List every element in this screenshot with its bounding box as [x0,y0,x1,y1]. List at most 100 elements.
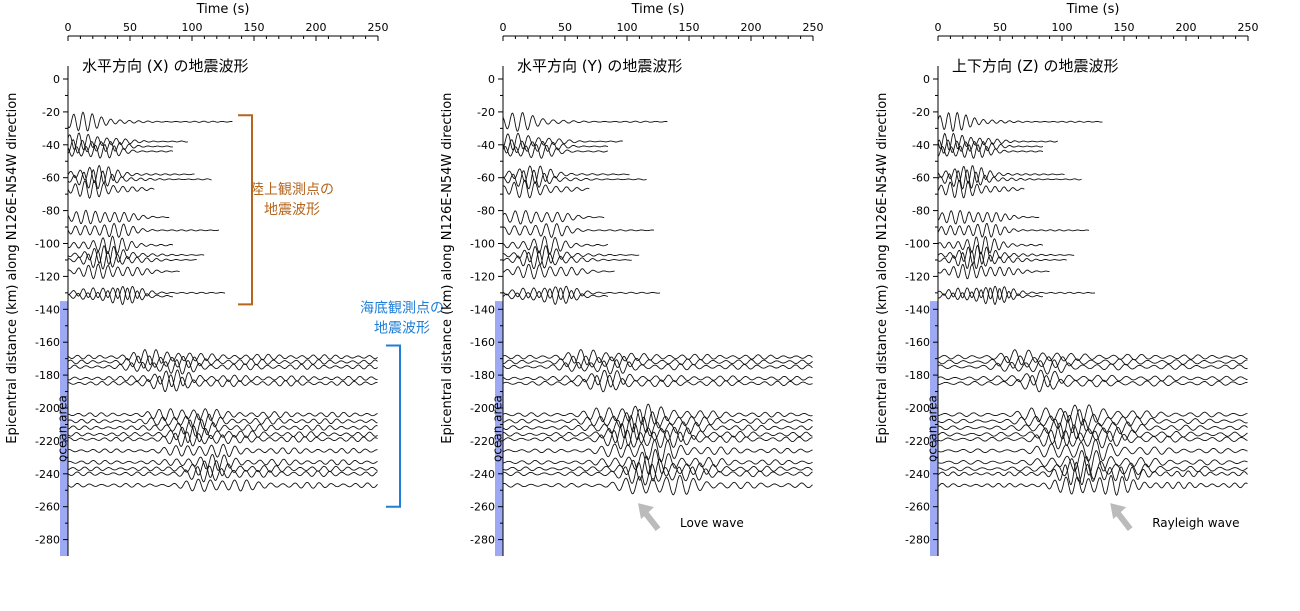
y-tick-label: -240 [905,468,930,481]
x-tick-label: 100 [1052,21,1073,34]
x-tick-label: 50 [123,21,137,34]
land-trace [67,285,226,301]
panel-title: 水平方向 (Y) の地震波形 [517,57,682,75]
land-trace [502,250,632,270]
ocean-trace [502,461,813,486]
wave-label: Rayleigh wave [1152,516,1239,530]
ocean-trace [938,455,1248,482]
land-trace [937,244,1075,266]
ocean-trace [67,453,378,472]
ocean-trace [937,429,1248,450]
ocean-trace [937,461,1248,486]
ocean-trace [502,455,813,482]
land-trace [502,179,590,199]
ocean-trace [937,359,1248,375]
ocean-trace [67,478,378,492]
bracket-line [386,344,401,508]
bracket-line [238,114,253,306]
land-trace [937,263,1050,280]
land-trace [68,287,173,306]
ocean-trace [67,369,378,388]
y-tick-label: -60 [42,172,60,185]
panel-3: ocean area 0 50 100 150 200 250 Time (s) 0 -20 -40… [875,2,1259,557]
y-tick-label: -120 [35,270,60,283]
land-trace [67,144,174,159]
y-tick-label: -20 [912,106,930,119]
y-tick-label: -160 [35,336,60,349]
y-tick-label: -100 [35,238,60,251]
x-tick-label: 50 [993,21,1007,34]
y-tick-label: -40 [477,139,495,152]
wave-arrow-head [1110,503,1127,520]
ocean-trace [502,403,813,425]
ocean-trace [67,374,378,392]
ocean-trace [502,448,813,476]
land-trace [937,235,1044,255]
group-label: 地震波形 [264,202,320,218]
land-trace [67,235,174,254]
land-trace [502,144,609,159]
x-tick-label: 0 [935,21,942,34]
y-tick-label: 0 [53,73,60,86]
y-tick-label: -20 [477,106,495,119]
x-axis-title: Time (s) [1066,2,1120,17]
land-trace [937,165,1065,184]
panel-title: 上下方向 (Z) の地震波形 [952,57,1119,75]
ocean-trace [67,359,378,375]
wave-annotation: Rayleigh wave [1110,503,1239,531]
y-tick-label: -120 [905,270,930,283]
land-trace [67,132,188,151]
land-trace [937,179,1025,199]
y-tick-label: -220 [35,435,60,448]
x-tick-label: 100 [182,21,203,34]
panel-title: 水平方向 (X) の地震波形 [82,57,249,75]
y-axis-title: Epicentral distance (km) along N126E-N54… [5,93,20,444]
y-tick-label: -60 [477,172,495,185]
x-tick-label: 200 [1176,21,1197,34]
y-tick-label: -220 [905,435,930,448]
land-trace [502,139,609,154]
x-tick-label: 0 [500,21,507,34]
wave-arrow-head [638,503,654,520]
land-trace [937,287,1043,305]
x-tick-label: 200 [306,21,327,34]
ocean-trace [67,419,378,437]
x-tick-label: 150 [1114,21,1135,34]
ocean-trace [937,349,1248,366]
y-tick-label: -140 [470,303,495,316]
ocean-area-label: ocean area [926,395,940,462]
y-tick-label: -160 [470,336,495,349]
land-trace [67,139,173,154]
y-tick-label: -180 [470,369,495,382]
land-trace [502,132,623,151]
land-trace [502,111,668,132]
y-tick-label: -20 [42,106,60,119]
ocean-trace [502,355,813,369]
ocean-trace [937,408,1248,434]
land-trace [502,235,608,255]
land-trace [67,209,170,225]
land-trace [937,169,1082,190]
y-tick-label: -240 [470,468,495,481]
y-tick-label: -40 [42,139,60,152]
y-tick-label: -100 [905,238,930,251]
land-trace [502,245,640,265]
ocean-trace [67,355,378,369]
group-label: 地震波形 [374,321,430,337]
ocean-area-label: ocean area [491,395,505,462]
x-tick-label: 0 [65,21,72,34]
ocean-area-band [495,301,503,557]
x-tick-label: 250 [803,21,824,34]
ocean-trace [67,465,378,483]
group-label: 海底観測点の [360,300,444,317]
ocean-trace [67,460,378,478]
ocean-trace [67,443,378,458]
y-tick-label: -280 [905,534,930,547]
x-tick-label: 250 [368,21,389,34]
y-tick-label: -280 [35,534,60,547]
ocean-trace [67,425,378,444]
ocean-trace [937,355,1248,369]
panel-1: ocean area 0 50 100 150 200 250 Time (s) 0 -20 -40… [5,2,444,557]
